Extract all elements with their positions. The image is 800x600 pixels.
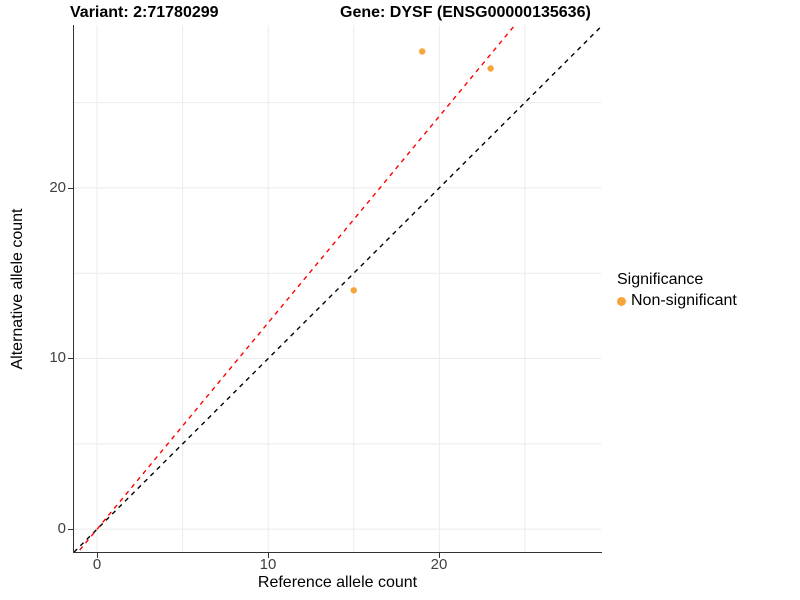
x-tick-label-0: 0 (92, 556, 102, 573)
scatter-chart (74, 25, 601, 553)
legend-title: Significance (617, 271, 704, 288)
x-tickmark-0 (96, 553, 98, 558)
legend-item-label: Non-significant (631, 292, 737, 309)
plot-title-variant: Variant: 2:71780299 (70, 4, 219, 21)
x-tick-label-20: 20 (430, 556, 448, 573)
y-tick-label-20: 20 (49, 179, 66, 196)
y-tickmark-20 (68, 187, 73, 189)
x-tickmark-20 (438, 553, 440, 558)
y-tick-label-0: 0 (57, 520, 66, 537)
x-axis-line (73, 552, 602, 553)
y-tickmark-10 (68, 357, 73, 359)
legend: Significance Non-significant (617, 271, 737, 310)
plot-title-gene: Gene: DYSF (ENSG00000135636) (340, 4, 591, 21)
y-tick-label-10: 10 (49, 349, 66, 366)
x-axis-title: Reference allele count (257, 574, 418, 591)
legend-item-non-significant: Non-significant (617, 292, 737, 310)
legend-point-icon (617, 296, 626, 306)
x-tick-label-10: 10 (259, 556, 277, 573)
plot-panel (74, 25, 601, 553)
y-tickmark-0 (68, 528, 73, 530)
y-axis-title: Alternative allele count (9, 208, 26, 370)
y-axis-line (73, 25, 74, 553)
x-tickmark-10 (267, 553, 269, 558)
